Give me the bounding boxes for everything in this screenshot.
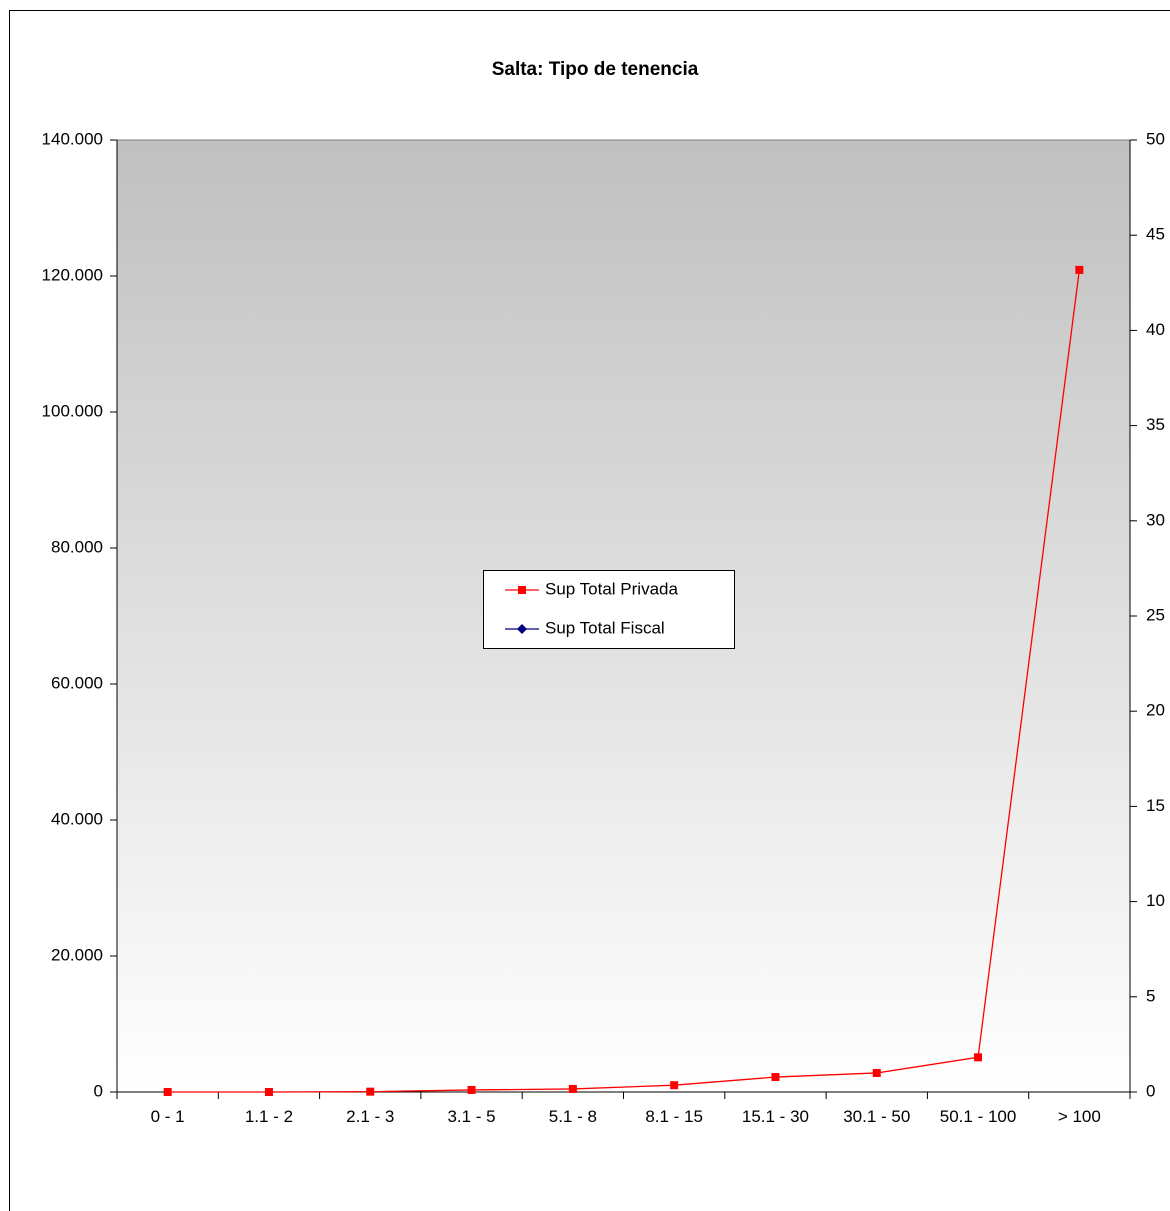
marker: [518, 586, 526, 594]
legend-box: [483, 570, 735, 649]
y-tick-label: 100.000: [42, 401, 103, 420]
x-tick-label: 3.1 - 5: [447, 1107, 496, 1126]
marker: [974, 1053, 983, 1062]
y2-tick-label: 30: [1146, 510, 1165, 529]
y2-tick-label: 45: [1146, 225, 1165, 244]
x-tick-label: 50.1 - 100: [939, 1107, 1017, 1126]
series-line: [167, 269, 1080, 1093]
y-tick-label: 0: [94, 1081, 103, 1100]
marker: [568, 1084, 577, 1093]
marker: [366, 1087, 375, 1096]
x-tick-label: 8.1 - 15: [645, 1107, 703, 1126]
y2-tick-label: 5: [1146, 986, 1155, 1005]
y2-tick-label: 35: [1146, 415, 1165, 434]
x-tick-label: 0 - 1: [150, 1107, 185, 1126]
y-tick-label: 20.000: [51, 945, 103, 964]
y-tick-label: 120.000: [42, 265, 103, 284]
chart-title: Salta: Tipo de tenencia: [492, 59, 699, 80]
marker: [872, 1068, 881, 1077]
x-tick-label: > 100: [1057, 1107, 1101, 1126]
y2-tick-label: 10: [1146, 891, 1165, 910]
marker: [1075, 265, 1084, 274]
y2-tick-label: 50: [1146, 129, 1165, 148]
marker: [264, 1088, 273, 1096]
marker: [163, 1088, 172, 1096]
x-tick-label: 5.1 - 8: [548, 1107, 597, 1126]
marker: [670, 1081, 679, 1090]
y-tick-label: 140.000: [42, 129, 103, 148]
x-tick-label: 1.1 - 2: [244, 1107, 294, 1126]
y2-tick-label: 20: [1146, 701, 1165, 720]
y2-tick-label: 15: [1146, 796, 1165, 815]
y-tick-label: 40.000: [51, 809, 103, 828]
legend-label: Sup Total Privada: [545, 579, 678, 598]
y-tick-label: 60.000: [51, 673, 103, 692]
y2-tick-label: 40: [1146, 320, 1165, 339]
x-tick-label: 15.1 - 30: [741, 1107, 809, 1126]
x-tick-label: 30.1 - 50: [843, 1107, 911, 1126]
marker: [517, 624, 527, 634]
marker: [771, 1073, 780, 1082]
y2-tick-label: 25: [1146, 605, 1165, 624]
y-tick-label: 80.000: [51, 537, 103, 556]
x-tick-label: 2.1 - 3: [346, 1107, 395, 1126]
marker: [467, 1085, 476, 1094]
legend-label: Sup Total Fiscal: [545, 618, 665, 637]
y2-tick-label: 0: [1146, 1081, 1155, 1100]
